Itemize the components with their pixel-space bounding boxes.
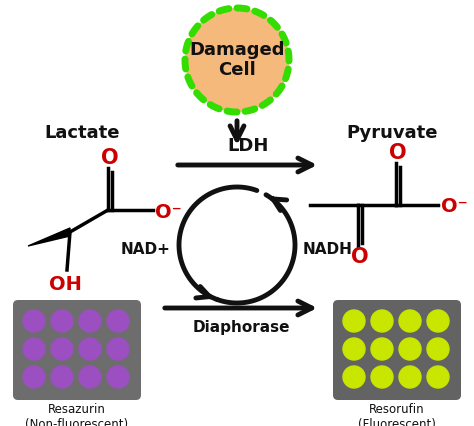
Circle shape — [399, 310, 421, 332]
Text: O⁻: O⁻ — [155, 202, 182, 222]
FancyBboxPatch shape — [13, 300, 141, 400]
Circle shape — [107, 338, 129, 360]
Circle shape — [399, 338, 421, 360]
Text: Damaged
Cell: Damaged Cell — [189, 40, 285, 79]
Circle shape — [107, 310, 129, 332]
Circle shape — [51, 366, 73, 388]
Circle shape — [107, 366, 129, 388]
FancyBboxPatch shape — [333, 300, 461, 400]
Circle shape — [23, 310, 45, 332]
Circle shape — [343, 366, 365, 388]
Circle shape — [51, 338, 73, 360]
Text: Lactate: Lactate — [44, 124, 120, 142]
Polygon shape — [28, 228, 70, 246]
Text: NADH: NADH — [303, 242, 353, 257]
Circle shape — [79, 310, 101, 332]
Text: OH: OH — [48, 274, 82, 294]
Text: Resorufin
(Fluorescent): Resorufin (Fluorescent) — [358, 403, 436, 426]
Circle shape — [427, 310, 449, 332]
Circle shape — [185, 8, 289, 112]
Text: O: O — [351, 247, 369, 267]
Circle shape — [79, 366, 101, 388]
Circle shape — [399, 366, 421, 388]
Text: O: O — [389, 143, 407, 163]
Text: LDH: LDH — [228, 137, 269, 155]
Circle shape — [371, 338, 393, 360]
Text: Resazurin
(Non-fluorescent): Resazurin (Non-fluorescent) — [26, 403, 128, 426]
Circle shape — [427, 366, 449, 388]
Circle shape — [51, 310, 73, 332]
Circle shape — [371, 366, 393, 388]
Circle shape — [23, 366, 45, 388]
Circle shape — [23, 338, 45, 360]
Text: O⁻: O⁻ — [441, 198, 467, 216]
Circle shape — [427, 338, 449, 360]
Text: NAD+: NAD+ — [121, 242, 171, 257]
Circle shape — [343, 338, 365, 360]
Circle shape — [79, 338, 101, 360]
Text: Pyruvate: Pyruvate — [346, 124, 438, 142]
Text: Diaphorase: Diaphorase — [192, 320, 290, 335]
Circle shape — [343, 310, 365, 332]
Circle shape — [371, 310, 393, 332]
Text: O: O — [101, 148, 119, 168]
